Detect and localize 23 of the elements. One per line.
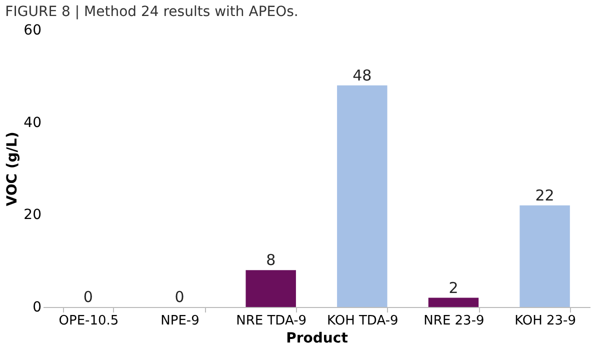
x-axis-title: Product — [286, 330, 348, 346]
bar — [520, 205, 570, 307]
data-label: 0 — [83, 288, 93, 306]
data-label: 22 — [535, 186, 554, 204]
data-label: 8 — [266, 251, 276, 270]
x-tick-label: KOH 23-9 — [514, 314, 576, 328]
y-tick-label: 60 — [24, 22, 42, 38]
bar — [337, 85, 388, 307]
x-tick-label: KOH TDA-9 — [327, 314, 398, 328]
x-tick-label: OPE-10.5 — [58, 314, 119, 328]
bar — [246, 270, 296, 307]
data-label: 48 — [352, 66, 372, 84]
y-tick-label: 40 — [24, 114, 42, 131]
x-tick-label: NRE TDA-9 — [236, 314, 307, 328]
bar — [428, 298, 479, 307]
chart-title: FIGURE 8 | Method 24 results with APEOs. — [5, 4, 298, 20]
data-label: 2 — [448, 278, 458, 297]
y-tick-label: 20 — [24, 207, 42, 224]
y-tick-label: 0 — [32, 300, 42, 316]
x-tick-label: NRE 23-9 — [424, 314, 484, 328]
x-tick-label: NPE-9 — [160, 314, 200, 328]
y-axis-title: VOC (g/L) — [4, 132, 21, 206]
data-label: 0 — [174, 288, 184, 306]
